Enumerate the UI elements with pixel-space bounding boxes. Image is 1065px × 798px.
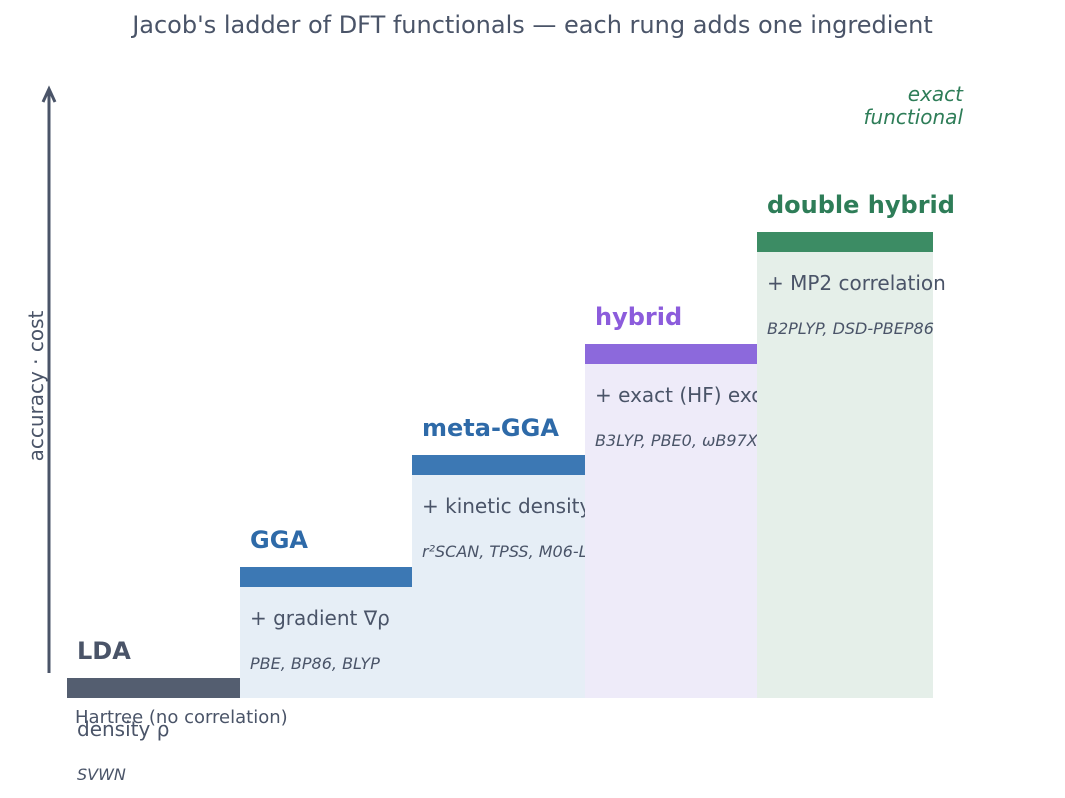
rung-ingredient: + kinetic density τ bbox=[422, 494, 610, 518]
rung-step-meta-gga bbox=[412, 455, 588, 475]
rung-ingredient: density ρ bbox=[77, 717, 170, 741]
axis-arrowhead-icon bbox=[41, 85, 57, 103]
rung-step-hybrid bbox=[585, 344, 761, 364]
diagram-title: Jacob's ladder of DFT functionals — each… bbox=[132, 11, 933, 39]
rung-name: GGA bbox=[250, 526, 308, 554]
rung-step-lda bbox=[67, 678, 243, 698]
y-axis-label: accuracy · cost bbox=[24, 310, 48, 462]
rung-name: meta-GGA bbox=[422, 414, 559, 442]
rung-name: double hybrid bbox=[767, 191, 955, 219]
rung-step-gga bbox=[240, 567, 416, 587]
rung-panel-meta-gga bbox=[412, 475, 588, 698]
hartree-label: Hartree (no correlation) bbox=[75, 707, 288, 728]
rung-panel-gga bbox=[240, 587, 416, 698]
rung-examples: PBE, BP86, BLYP bbox=[250, 654, 380, 673]
exact-functional-label: exact functional bbox=[863, 82, 963, 129]
rung-ingredient: + gradient ∇ρ bbox=[250, 606, 390, 630]
rung-ingredient: + MP2 correlation bbox=[767, 271, 946, 295]
rung-examples: B3LYP, PBE0, ωB97X-V bbox=[595, 431, 773, 450]
rung-name: LDA bbox=[77, 637, 131, 665]
rung-examples: SVWN bbox=[77, 765, 126, 784]
rung-examples: r²SCAN, TPSS, M06-L bbox=[422, 542, 588, 561]
rung-panel-hybrid bbox=[585, 364, 761, 698]
rung-step-double-hybrid bbox=[757, 232, 933, 252]
rung-name: hybrid bbox=[595, 303, 683, 331]
rung-panel-double-hybrid bbox=[757, 252, 933, 698]
rung-examples: B2PLYP, DSD-PBEP86 bbox=[767, 319, 934, 338]
